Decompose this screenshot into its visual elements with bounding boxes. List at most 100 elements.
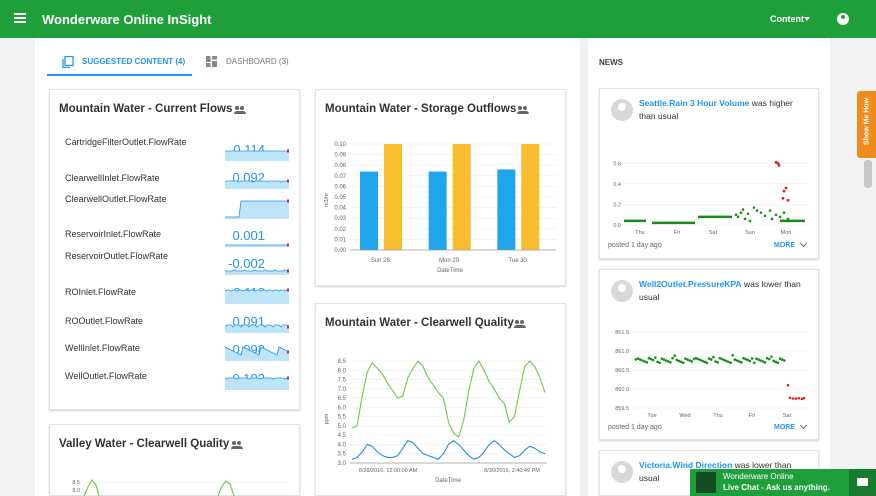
y-axis-label: m3/hr [324, 193, 330, 207]
tab-suggested-content[interactable]: SUGGESTED CONTENT (4) [82, 57, 186, 66]
tick-label: 0.04 [334, 206, 346, 212]
valley-quality-card[interactable]: Valley Water - Clearwell Quality 8.5 8.0 [49, 424, 300, 496]
scrollbar[interactable] [864, 160, 872, 188]
chevron-down-icon[interactable] [799, 421, 808, 430]
sparkline-end-marker [287, 149, 289, 153]
content-menu[interactable]: Content [770, 14, 804, 24]
tick-label: 8.0 [338, 368, 347, 374]
news-description: was lower than usual [639, 279, 801, 302]
sparkline-area [225, 378, 289, 390]
tick-label: 7.5 [338, 378, 347, 384]
data-point [722, 358, 726, 362]
x-tick-label: 8/30/2016, 2:40:49 PM [484, 468, 540, 474]
news-card[interactable]: Well2Outlet.PressureKPA was lower than u… [599, 269, 819, 440]
tick-label: 8.5 [338, 359, 347, 365]
tick-label: 3.0 [338, 461, 347, 467]
flow-name: ReservoirOutlet.FlowRate [65, 251, 169, 261]
data-point [759, 211, 763, 214]
flow-name: ROOutlet.FlowRate [65, 316, 144, 326]
avatar [611, 280, 633, 302]
tick-label: 0.09 [334, 153, 346, 159]
data-point [641, 359, 644, 362]
sparkline [225, 346, 289, 361]
x-tick-label: Tue 30 [508, 258, 527, 264]
show-me-how-button[interactable]: Show Me How [857, 91, 876, 158]
news-link[interactable]: Well2Outlet.PressureKPA [639, 279, 742, 289]
x-tick-label: Fri [674, 230, 680, 236]
data-point [707, 357, 711, 360]
people-icon[interactable] [517, 106, 530, 114]
flow-value: -0.002 [228, 256, 265, 271]
menu-icon[interactable] [14, 13, 26, 23]
x-tick-label: Sun 28 [371, 258, 391, 264]
data-point [737, 360, 741, 363]
tick-label: 0.00 [334, 248, 346, 254]
sparkline-end-marker [287, 199, 289, 203]
data-point [705, 361, 709, 365]
sparkline [225, 324, 289, 333]
people-icon[interactable] [231, 441, 244, 449]
data-point [712, 355, 715, 359]
series-line [351, 359, 546, 438]
sparkline-area [225, 245, 289, 247]
x-tick-label: Sat [709, 230, 718, 236]
tab-dashboard[interactable]: DASHBOARD (3) [226, 57, 289, 66]
news-header: NEWS [599, 58, 623, 67]
data-point [686, 358, 689, 361]
anomaly-point [791, 397, 795, 400]
card-title: Mountain Water - Clearwell Quality [325, 317, 514, 329]
more-button[interactable]: MORE [774, 242, 795, 249]
data-point [645, 361, 649, 364]
storage-outflows-card[interactable]: Mountain Water - Storage Outflows 0.00 0.… [315, 89, 566, 286]
live-chat-button[interactable]: Wonderware Online Live Chat - Ask us any… [690, 469, 876, 496]
valley-quality-chart: 8.58.0 [72, 479, 290, 496]
data-point [673, 354, 676, 358]
data-point [634, 358, 638, 361]
account-icon[interactable] [837, 13, 849, 25]
active-tab-indicator [47, 74, 192, 76]
tick-label: 0.02 [334, 227, 346, 233]
anomaly-point [797, 396, 801, 400]
news-link[interactable]: Victoria.Wind Direction [639, 460, 733, 470]
data-point [690, 360, 694, 363]
tick-label: 861.0 [615, 349, 629, 355]
more-button[interactable]: MORE [774, 424, 795, 431]
sparkline [225, 269, 289, 275]
x-tick-label: 8/28/2016, 12:00:00 AM [359, 468, 418, 474]
live-chat-title: Wonderware Online [723, 472, 794, 481]
tick-label: 7.0 [338, 387, 347, 393]
chat-icon[interactable] [849, 469, 876, 496]
people-icon[interactable] [514, 320, 527, 328]
data-point [739, 211, 743, 214]
storage-outflows-chart: 0.00 0.01 0.02 0.03 0.04 0.05 0.06 0.07 0.08 0.09… [324, 142, 556, 274]
sparkline-line [225, 200, 289, 218]
data-point [752, 206, 756, 209]
data-point [731, 353, 735, 357]
sparkline-line [225, 180, 289, 183]
sparkline [225, 179, 289, 189]
data-point [744, 357, 747, 361]
current-flows-card[interactable]: Mountain Water - Current Flows Cartridge… [49, 89, 300, 410]
avatar [611, 99, 633, 121]
news-description: was lower than usual [639, 460, 792, 483]
x-tick-label: Mon 29 [439, 258, 460, 264]
posted-time: posted 1 day ago [608, 424, 662, 431]
tick-label: 0.03 [334, 216, 346, 222]
data-point [733, 358, 737, 361]
data-point [774, 360, 778, 364]
news-link[interactable]: Seattle.Rain 3 Hour Volume [639, 98, 750, 108]
news-card[interactable]: Seattle.Rain 3 Hour Volume was higher th… [599, 88, 819, 259]
avatar [611, 461, 633, 483]
data-point [748, 219, 752, 223]
tick-label: 0.05 [334, 195, 346, 201]
x-tick-label: Thu [713, 413, 722, 418]
data-point [734, 213, 738, 217]
chevron-down-icon[interactable] [804, 17, 810, 21]
chevron-down-icon[interactable] [799, 239, 808, 248]
data-point [716, 361, 719, 364]
clearwell-quality-card[interactable]: Mountain Water - Clearwell Quality 3.0 3.… [315, 303, 566, 496]
data-point [765, 356, 769, 360]
clearwell-quality-chart: 3.0 3.5 4.0 4.5 5.0 5.5 6.0 6.5 7.0 7.5 8.0 8.5 ppm 8… [324, 359, 547, 484]
people-icon[interactable] [234, 106, 247, 114]
bar [428, 171, 447, 250]
